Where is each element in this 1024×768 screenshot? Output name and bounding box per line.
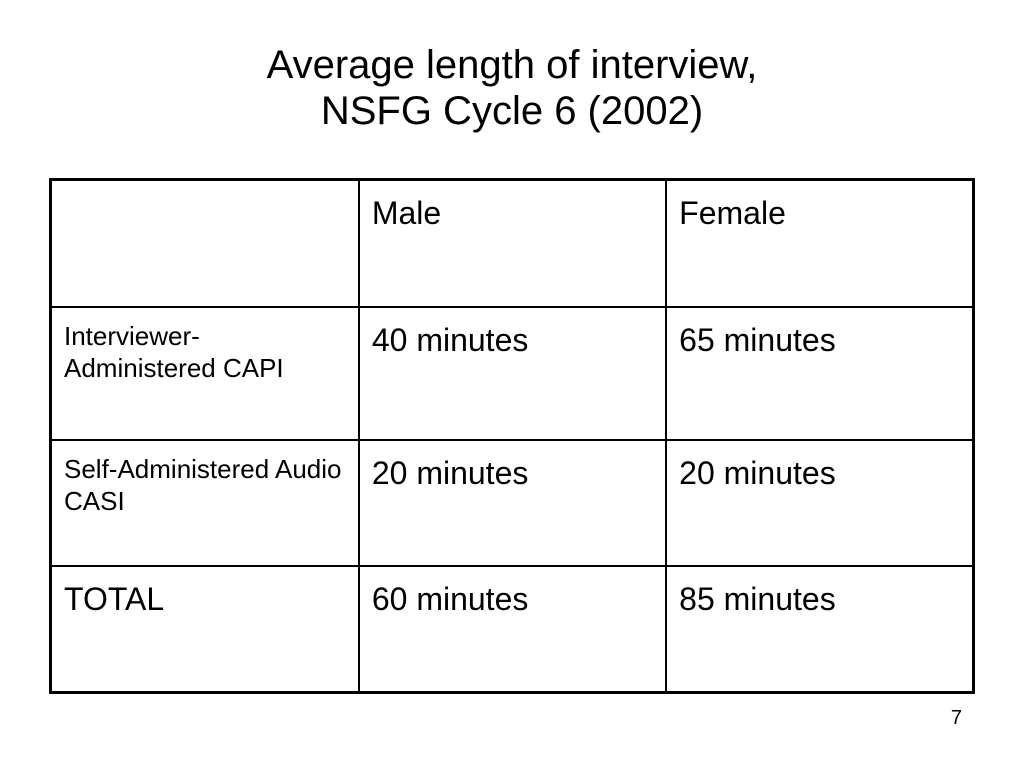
table-row: Interviewer-Administered CAPI 40 minutes… <box>49 305 975 441</box>
cell-casi-female: 20 minutes <box>665 438 975 567</box>
row-label-total: TOTAL <box>49 564 360 694</box>
interview-length-table: Male Female Interviewer-Administered CAP… <box>49 178 975 694</box>
header-cell-male: Male <box>357 178 668 308</box>
table-row: Self-Administered Audio CASI 20 minutes … <box>49 438 975 567</box>
header-cell-empty <box>49 178 360 308</box>
slide-title-line-1: Average length of interview, <box>266 43 758 87</box>
slide-title: Average length of interview, NSFG Cycle … <box>0 42 1024 134</box>
cell-total-female: 85 minutes <box>665 564 975 694</box>
header-cell-female: Female <box>665 178 975 308</box>
cell-capi-male: 40 minutes <box>357 305 668 441</box>
page-number: 7 <box>950 707 962 729</box>
table-row: TOTAL 60 minutes 85 minutes <box>49 564 975 694</box>
table-header-row: Male Female <box>49 178 975 308</box>
row-label-capi: Interviewer-Administered CAPI <box>49 305 360 441</box>
cell-capi-female: 65 minutes <box>665 305 975 441</box>
cell-total-male: 60 minutes <box>357 564 668 694</box>
cell-casi-male: 20 minutes <box>357 438 668 567</box>
row-label-casi: Self-Administered Audio CASI <box>49 438 360 567</box>
slide-title-line-2: NSFG Cycle 6 (2002) <box>320 89 704 133</box>
